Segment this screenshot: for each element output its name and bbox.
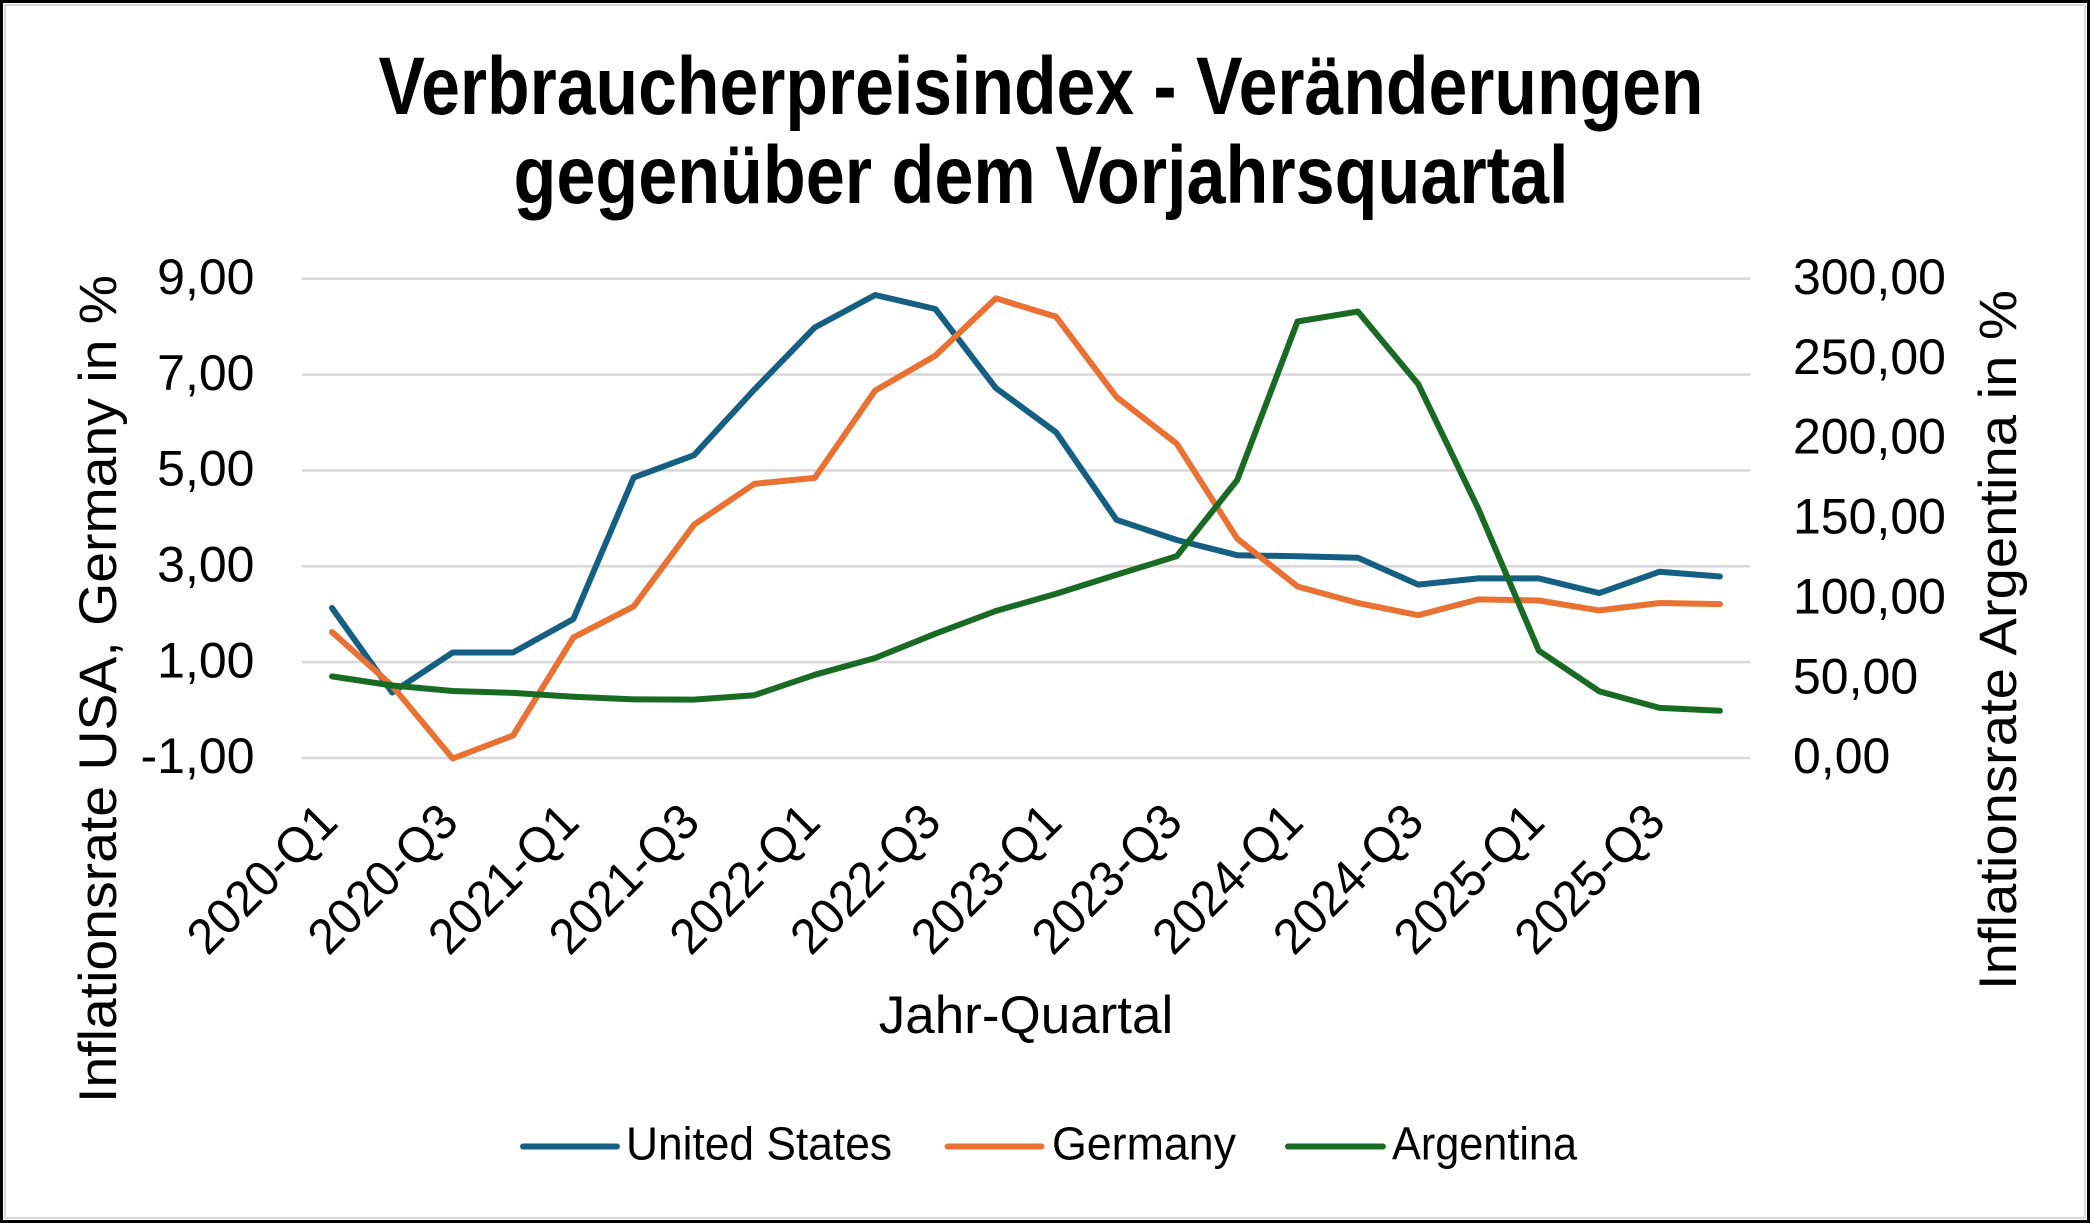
svg-text:3,00: 3,00 bbox=[157, 537, 254, 593]
svg-text:50,00: 50,00 bbox=[1793, 648, 1918, 704]
svg-text:9,00: 9,00 bbox=[157, 249, 254, 305]
svg-text:gegenüber dem Vorjahrsquartal: gegenüber dem Vorjahrsquartal bbox=[514, 130, 1569, 221]
svg-text:-1,00: -1,00 bbox=[141, 728, 255, 784]
svg-text:United States: United States bbox=[626, 1118, 892, 1170]
svg-text:200,00: 200,00 bbox=[1793, 409, 1946, 465]
svg-text:100,00: 100,00 bbox=[1793, 568, 1946, 624]
svg-text:Argentina: Argentina bbox=[1392, 1118, 1577, 1170]
svg-text:Inflationsrate Argentina in %: Inflationsrate Argentina in % bbox=[1969, 290, 2028, 990]
svg-text:Germany: Germany bbox=[1052, 1118, 1236, 1170]
svg-text:Jahr-Quartal: Jahr-Quartal bbox=[879, 986, 1174, 1045]
svg-text:Inflationsrate USA, Germany in: Inflationsrate USA, Germany in % bbox=[69, 275, 128, 1103]
svg-text:300,00: 300,00 bbox=[1793, 249, 1946, 305]
svg-text:150,00: 150,00 bbox=[1793, 489, 1946, 545]
svg-text:Verbraucherpreisindex - Veränd: Verbraucherpreisindex - Veränderungen bbox=[379, 41, 1704, 132]
svg-text:5,00: 5,00 bbox=[157, 441, 254, 497]
svg-text:7,00: 7,00 bbox=[157, 345, 254, 401]
svg-text:250,00: 250,00 bbox=[1793, 329, 1946, 385]
svg-text:0,00: 0,00 bbox=[1793, 728, 1890, 784]
svg-text:1,00: 1,00 bbox=[157, 632, 254, 688]
